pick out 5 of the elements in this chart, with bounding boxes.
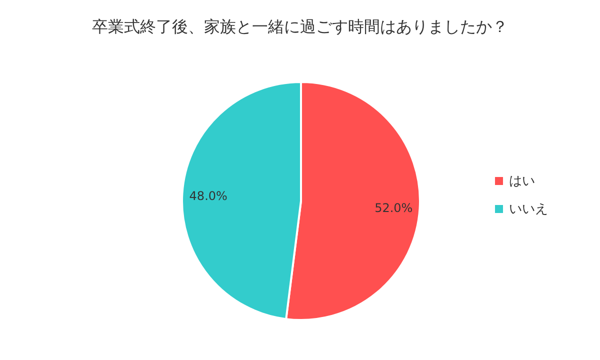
data-label: 52.0% (374, 200, 413, 215)
legend-label: はい (509, 174, 535, 189)
legend-label: いいえ (509, 202, 548, 217)
chart-title: 卒業式終了後、家族と一緒に過ごす時間はありましたか？ (92, 17, 508, 36)
data-label: 48.0% (189, 189, 228, 204)
